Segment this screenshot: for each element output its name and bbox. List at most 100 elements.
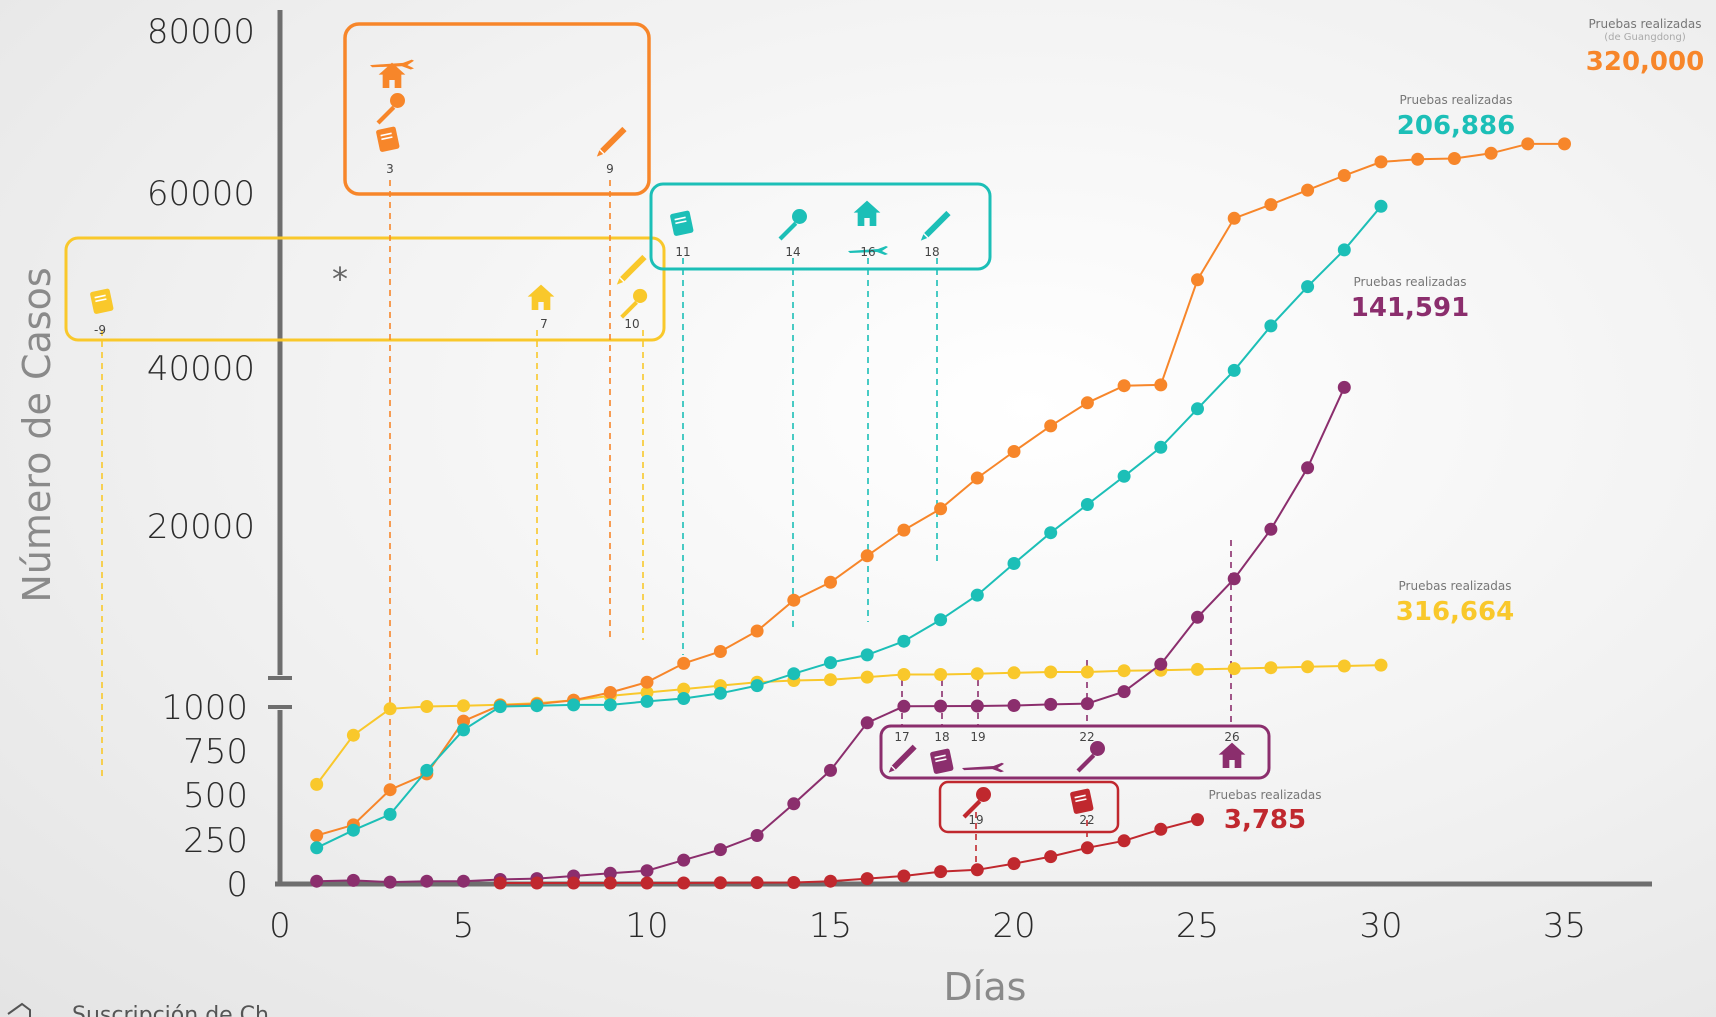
data-point [603,698,617,712]
data-point [934,865,948,879]
data-point [1080,697,1094,711]
annotation-label: 14 [785,245,800,259]
annotation-label: 7 [540,317,548,331]
annotation-label: 19 [970,730,985,744]
data-point [567,876,581,890]
plane-icon [962,762,1004,773]
data-point [310,874,324,888]
house-icon [853,200,881,226]
data-point [1301,280,1315,294]
data-point [677,692,691,705]
yellow-annotation-box [64,236,666,342]
x-axis-label: Días [944,965,1027,1009]
data-point [1154,657,1168,671]
y-tick-label: 250 [183,821,248,861]
y-tick-label: 60000 [147,174,255,214]
x-tick-label: 25 [1176,906,1219,946]
data-point [1044,850,1058,864]
data-point [1191,610,1204,624]
y-tick-label: 0 [226,865,248,905]
y-tick-label: 20000 [147,507,255,547]
data-point [677,853,691,867]
annotation-label: 22 [1079,813,1094,827]
data-point [1007,445,1021,458]
data-point [1301,660,1315,674]
x-tick-label: 0 [269,906,291,946]
x-tick-label: 15 [809,906,852,946]
series-subcaption: (de Guangdong) [1604,32,1686,43]
data-point [934,668,948,681]
red-annotation-box [938,780,1120,834]
data-point [567,698,581,712]
data-point [897,668,911,681]
data-point [1264,319,1278,333]
annotations: -9 7 10 3 9 11 14 16 18 17 18 19 22 26 19 22 [64,22,1271,866]
pen-icon [888,744,918,774]
data-point [677,876,691,890]
annotation-label: 17 [894,730,909,744]
data-point [787,593,801,607]
annotation-label: -9 [94,323,106,337]
data-point [1337,243,1351,257]
annotation-label: 18 [934,730,949,744]
data-point [713,686,727,700]
data-point [897,869,911,883]
series-line-purple [316,386,1346,884]
data-point [1447,152,1461,165]
data-point [640,864,654,878]
data-point [1154,822,1168,836]
data-point [750,876,764,890]
data-point [1301,183,1315,197]
book-icon [374,125,401,154]
data-point [420,700,434,713]
pen-icon [596,126,628,158]
x-tick-label: 5 [453,906,475,946]
series-purple [310,380,1351,889]
data-point [713,645,727,658]
data-point [1227,662,1241,676]
microphone-icon [620,288,648,319]
data-point [1264,522,1278,536]
data-point [1007,557,1021,570]
data-point [310,841,324,855]
annotation-label: 11 [675,245,690,259]
data-point [860,872,874,886]
annotation-label: 10 [624,317,639,331]
book-icon [668,209,695,238]
data-point [934,613,948,627]
data-point [824,575,837,589]
data-point [493,700,507,714]
data-point [530,699,544,713]
data-point [1227,572,1241,586]
series-line-teal [316,205,1382,849]
axes: 0 5 10 15 20 25 30 3580000600004000020000100075… [147,10,1652,946]
footer: Suscripción de Ch... [7,1002,290,1017]
data-point [640,876,654,890]
house-icon [1218,742,1246,768]
data-point [310,829,324,842]
data-point [1337,169,1351,182]
series-layer [310,137,1571,890]
data-point [640,694,654,708]
orange-annotation-box [343,22,651,196]
data-point [346,823,360,837]
data-point [493,876,507,890]
series-caption: Pruebas realizadas [1354,275,1467,289]
data-point [1558,137,1571,151]
purple-annotation-box [879,724,1271,780]
annotation-label: 3 [386,162,394,176]
y-tick-label: 500 [183,776,248,816]
data-point [1044,526,1058,540]
data-point [970,863,984,877]
data-point [1117,834,1131,848]
data-point [603,686,617,699]
data-point [1080,498,1094,511]
microphone-icon [1076,741,1105,773]
data-point [1117,685,1131,699]
data-point [1117,664,1131,678]
data-point [1301,461,1315,475]
teal-annotation-box [649,182,992,271]
data-point [1154,440,1168,454]
data-point [787,876,801,889]
